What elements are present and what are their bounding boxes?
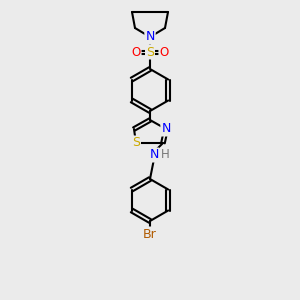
Text: O: O [159,46,169,59]
Text: N: N [161,122,171,136]
Text: H: H [160,148,169,161]
Text: Br: Br [143,227,157,241]
Text: S: S [132,136,140,149]
Text: O: O [131,46,141,59]
Text: S: S [146,46,154,59]
Text: N: N [145,31,155,44]
Text: N: N [149,148,159,161]
